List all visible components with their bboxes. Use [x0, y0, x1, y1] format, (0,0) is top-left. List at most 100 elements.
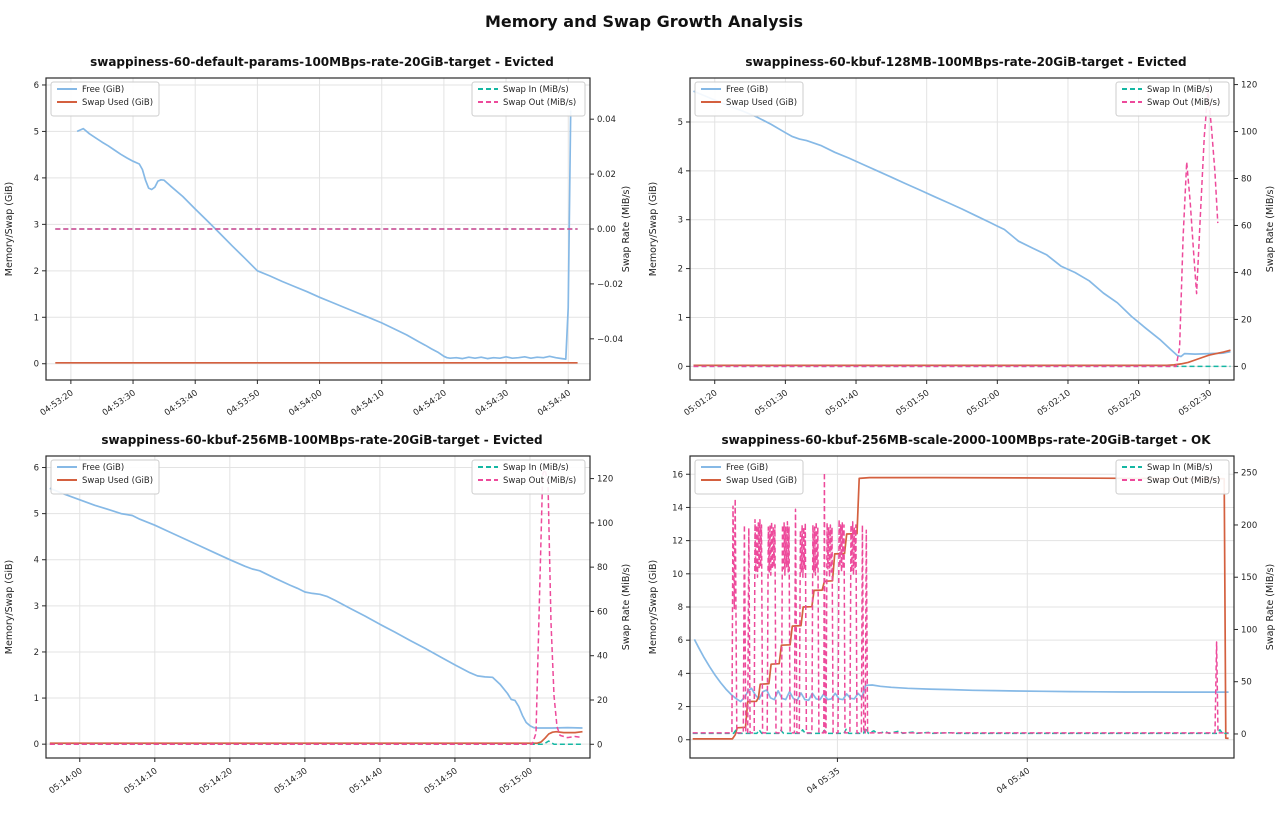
svg-text:05:14:10: 05:14:10 — [123, 766, 160, 796]
chart-title: swappiness-60-kbuf-128MB-100MBps-rate-20… — [745, 55, 1187, 69]
chart-grid: swappiness-60-default-params-100MBps-rat… — [0, 52, 1288, 802]
svg-text:05:02:00: 05:02:00 — [965, 388, 1002, 418]
svg-text:0: 0 — [597, 740, 602, 750]
svg-text:120: 120 — [1241, 81, 1257, 91]
svg-text:40: 40 — [1241, 268, 1252, 278]
svg-text:0: 0 — [34, 740, 39, 750]
svg-text:0: 0 — [1241, 362, 1246, 372]
svg-text:Swap Rate (MiB/s): Swap Rate (MiB/s) — [1265, 186, 1276, 272]
svg-text:05:14:50: 05:14:50 — [423, 766, 460, 796]
svg-text:100: 100 — [1241, 625, 1257, 635]
svg-text:4: 4 — [34, 174, 39, 184]
svg-text:Swap Used (GiB): Swap Used (GiB) — [726, 476, 797, 486]
svg-text:05:14:40: 05:14:40 — [348, 766, 385, 796]
svg-text:04:54:40: 04:54:40 — [536, 388, 573, 418]
svg-text:4: 4 — [678, 669, 683, 679]
svg-text:05:01:50: 05:01:50 — [894, 388, 931, 418]
svg-text:Memory/Swap (GiB): Memory/Swap (GiB) — [648, 560, 659, 654]
svg-text:05:14:00: 05:14:00 — [47, 766, 84, 796]
svg-text:04:53:40: 04:53:40 — [163, 388, 200, 418]
svg-text:14: 14 — [672, 503, 683, 513]
svg-text:60: 60 — [597, 607, 608, 617]
svg-text:04:53:20: 04:53:20 — [39, 388, 76, 418]
svg-text:Memory/Swap (GiB): Memory/Swap (GiB) — [4, 560, 15, 654]
svg-text:200: 200 — [1241, 521, 1257, 531]
svg-text:250: 250 — [1241, 469, 1257, 479]
svg-text:16: 16 — [672, 470, 683, 480]
svg-text:Swap In (MiB/s): Swap In (MiB/s) — [503, 85, 569, 95]
svg-text:Swap Rate (MiB/s): Swap Rate (MiB/s) — [621, 564, 632, 650]
svg-text:4: 4 — [678, 167, 683, 177]
svg-text:Swap In (MiB/s): Swap In (MiB/s) — [503, 463, 569, 473]
svg-text:Swap Rate (MiB/s): Swap Rate (MiB/s) — [1265, 564, 1276, 650]
svg-text:3: 3 — [34, 220, 39, 230]
svg-text:80: 80 — [597, 563, 608, 573]
svg-text:6: 6 — [678, 636, 683, 646]
svg-text:0: 0 — [1241, 730, 1246, 740]
svg-text:Free (GiB): Free (GiB) — [82, 85, 124, 95]
figure-title: Memory and Swap Growth Analysis — [484, 12, 804, 31]
svg-text:05:01:20: 05:01:20 — [682, 388, 719, 418]
svg-text:04:54:00: 04:54:00 — [287, 388, 324, 418]
svg-text:1: 1 — [678, 313, 683, 323]
svg-text:Free (GiB): Free (GiB) — [82, 463, 124, 473]
svg-text:3: 3 — [34, 602, 39, 612]
svg-text:−0.04: −0.04 — [597, 335, 623, 345]
svg-text:1: 1 — [34, 313, 39, 323]
svg-text:Memory/Swap (GiB): Memory/Swap (GiB) — [648, 182, 659, 276]
svg-text:20: 20 — [597, 696, 608, 706]
svg-text:120: 120 — [597, 475, 613, 485]
chart-title: swappiness-60-default-params-100MBps-rat… — [90, 55, 554, 69]
svg-text:100: 100 — [597, 519, 613, 529]
svg-text:4: 4 — [34, 556, 39, 566]
svg-text:Swap Out (MiB/s): Swap Out (MiB/s) — [1147, 476, 1220, 486]
svg-text:05:15:00: 05:15:00 — [498, 766, 535, 796]
svg-text:0.00: 0.00 — [597, 225, 616, 235]
chart-canvas: 0 2 4 6 8 10 12 14 16 0 50 100 150 200 250 04 05:35 04 0… — [648, 455, 1276, 796]
svg-text:2: 2 — [678, 703, 683, 713]
svg-text:05:01:30: 05:01:30 — [753, 388, 790, 418]
svg-text:04 05:40: 04 05:40 — [995, 766, 1032, 796]
svg-text:5: 5 — [678, 118, 683, 128]
svg-text:6: 6 — [34, 464, 39, 474]
chart-title: swappiness-60-kbuf-256MB-100MBps-rate-20… — [101, 433, 543, 447]
chart-panel-top-left: swappiness-60-default-params-100MBps-rat… — [0, 52, 644, 424]
svg-text:Swap Used (GiB): Swap Used (GiB) — [726, 98, 797, 108]
svg-text:05:14:20: 05:14:20 — [198, 766, 235, 796]
svg-text:05:02:20: 05:02:20 — [1106, 388, 1143, 418]
svg-text:2: 2 — [678, 265, 683, 275]
svg-text:04:54:30: 04:54:30 — [474, 388, 511, 418]
svg-text:100: 100 — [1241, 128, 1257, 138]
svg-text:05:01:40: 05:01:40 — [824, 388, 861, 418]
svg-text:0: 0 — [678, 736, 683, 746]
svg-text:Swap In (MiB/s): Swap In (MiB/s) — [1147, 85, 1213, 95]
chart-panel-top-right: swappiness-60-kbuf-128MB-100MBps-rate-20… — [644, 52, 1288, 424]
svg-text:10: 10 — [672, 570, 683, 580]
chart-panel-bottom-left: swappiness-60-kbuf-256MB-100MBps-rate-20… — [0, 430, 644, 802]
svg-text:0.02: 0.02 — [597, 170, 616, 180]
svg-text:3: 3 — [678, 216, 683, 226]
svg-text:Free (GiB): Free (GiB) — [726, 463, 768, 473]
svg-text:−0.02: −0.02 — [597, 280, 623, 290]
svg-text:60: 60 — [1241, 221, 1252, 231]
svg-text:40: 40 — [597, 652, 608, 662]
svg-text:04:53:50: 04:53:50 — [225, 388, 262, 418]
chart-canvas: 0 1 2 3 4 5 0 20 40 60 80 100 120 05:01:20 05:01:30 05:… — [648, 77, 1276, 418]
chart-panel-bottom-right: swappiness-60-kbuf-256MB-scale-2000-100M… — [644, 430, 1288, 802]
svg-text:5: 5 — [34, 510, 39, 520]
svg-text:05:02:10: 05:02:10 — [1036, 388, 1073, 418]
svg-text:0: 0 — [678, 362, 683, 372]
svg-text:8: 8 — [678, 603, 683, 613]
svg-text:6: 6 — [34, 81, 39, 91]
svg-text:Swap Rate (MiB/s): Swap Rate (MiB/s) — [621, 186, 632, 272]
svg-text:1: 1 — [34, 694, 39, 704]
svg-text:Swap Used (GiB): Swap Used (GiB) — [82, 98, 153, 108]
svg-text:Memory/Swap (GiB): Memory/Swap (GiB) — [4, 182, 15, 276]
chart-title: swappiness-60-kbuf-256MB-scale-2000-100M… — [721, 433, 1211, 447]
svg-text:2: 2 — [34, 648, 39, 658]
svg-text:05:14:30: 05:14:30 — [273, 766, 310, 796]
svg-text:150: 150 — [1241, 573, 1257, 583]
svg-text:12: 12 — [672, 537, 683, 547]
svg-text:04:54:20: 04:54:20 — [412, 388, 449, 418]
